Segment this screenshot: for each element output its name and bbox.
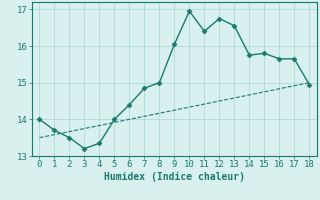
X-axis label: Humidex (Indice chaleur): Humidex (Indice chaleur) — [104, 172, 245, 182]
